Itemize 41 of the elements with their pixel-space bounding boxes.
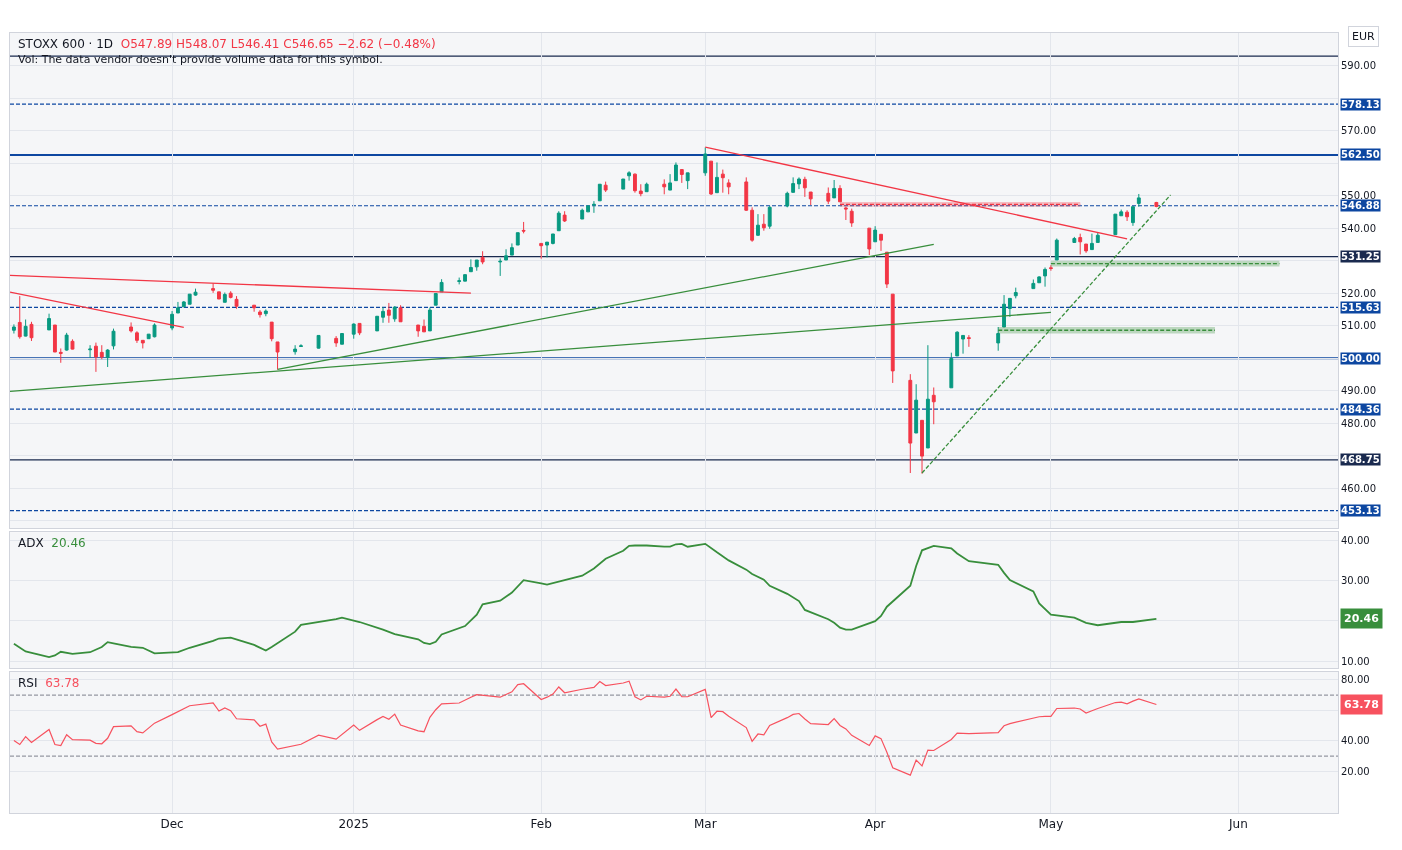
ref-line-label: 562.50	[1341, 149, 1380, 160]
chart-subtitle: O547.89 H548.07 L546.41 C546.65 −2.62 (−0.48%)	[120, 37, 436, 51]
x-tick-label: Feb	[530, 817, 552, 832]
annotation: Vol: The data vendor doesn't provide volume data for this symbol.	[18, 53, 383, 66]
x-tick-label: Apr	[864, 817, 886, 832]
annotation: 20.46	[51, 536, 86, 550]
ref-line-label: 468.75	[1341, 454, 1380, 465]
ref-line-label: 515.63	[1341, 302, 1380, 313]
ref-line-label: 453.13	[1341, 505, 1380, 516]
text: 20.46	[1344, 612, 1379, 625]
y-tick-label: 590.00	[1341, 60, 1376, 72]
chart-title: ADX	[18, 536, 44, 550]
y-axis-title: EUR	[1352, 30, 1375, 43]
y-tick-label: 490.00	[1341, 385, 1376, 397]
y-tick-label: 80.00	[1341, 674, 1370, 686]
x-tick-label: 2025	[338, 817, 369, 832]
y-tick-label: 540.00	[1341, 222, 1376, 234]
chart-title: RSI	[18, 676, 38, 690]
x-tick-label: May	[1038, 817, 1064, 832]
y-tick-label: 570.00	[1341, 125, 1376, 137]
ref-line-label: 578.13	[1341, 99, 1380, 110]
x-tick-label: Jun	[1228, 817, 1248, 832]
ref-line-label: 484.36	[1341, 404, 1380, 415]
y-tick-label: 550.00	[1341, 190, 1376, 202]
y-tick-label: 480.00	[1341, 417, 1376, 429]
text: 63.78	[1344, 698, 1379, 711]
x-tick-label: Dec	[160, 817, 184, 832]
y-tick-label: 10.00	[1341, 655, 1370, 667]
y-tick-label: 460.00	[1341, 482, 1376, 494]
x-tick-label: Mar	[693, 817, 717, 832]
chart-title: STOXX 600 · 1D	[18, 37, 114, 51]
y-tick-label: 20.00	[1341, 765, 1370, 777]
y-tick-label: 520.00	[1341, 287, 1376, 299]
y-tick-label: 30.00	[1341, 575, 1370, 587]
ref-line-label: 500.00	[1341, 353, 1380, 364]
y-tick-label: 40.00	[1341, 735, 1370, 747]
ref-line-label: 546.88	[1341, 200, 1380, 211]
y-tick-label: 510.00	[1341, 320, 1376, 332]
ref-line-label: 531.25	[1341, 251, 1380, 262]
annotation: 63.78	[45, 676, 80, 690]
y-tick-label: 40.00	[1341, 534, 1370, 546]
